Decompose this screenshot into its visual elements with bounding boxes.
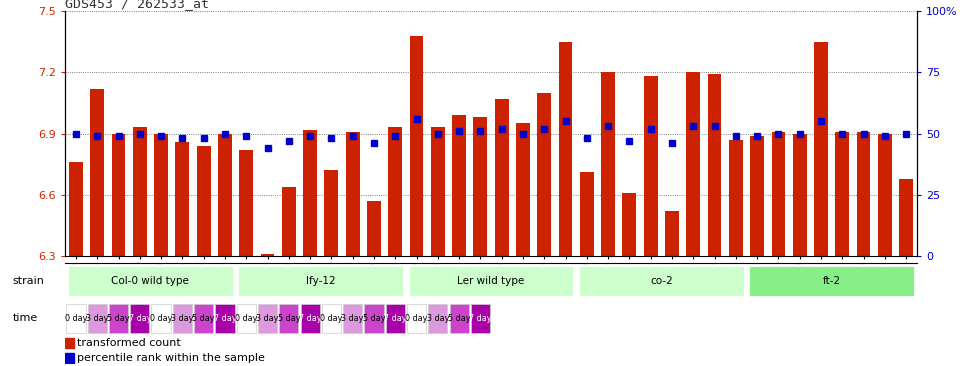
Bar: [622, 193, 636, 256]
Bar: [408, 265, 574, 296]
Bar: [67, 265, 234, 296]
Text: 5 day: 5 day: [108, 314, 130, 323]
Bar: [303, 130, 317, 256]
Bar: [239, 150, 253, 256]
Bar: [324, 170, 338, 256]
Bar: [279, 304, 299, 333]
Bar: [197, 146, 210, 256]
Bar: [601, 72, 615, 256]
Bar: [131, 304, 150, 333]
Bar: [580, 172, 593, 256]
Text: lfy-12: lfy-12: [306, 276, 336, 286]
Bar: [835, 131, 850, 256]
Bar: [258, 304, 277, 333]
Bar: [449, 304, 468, 333]
Text: 0 day: 0 day: [235, 314, 257, 323]
Bar: [176, 142, 189, 256]
Bar: [708, 74, 722, 256]
Text: 3 day: 3 day: [426, 314, 449, 323]
Bar: [644, 76, 658, 256]
Text: 0 day: 0 day: [405, 314, 428, 323]
Text: 5 day: 5 day: [192, 314, 215, 323]
Bar: [111, 134, 126, 256]
Text: 7 day: 7 day: [214, 314, 236, 323]
Bar: [856, 131, 871, 256]
Text: 3 day: 3 day: [171, 314, 194, 323]
Bar: [237, 304, 255, 333]
Bar: [559, 42, 572, 256]
Bar: [772, 131, 785, 256]
Text: percentile rank within the sample: percentile rank within the sample: [77, 353, 265, 363]
Bar: [900, 179, 913, 256]
Text: 3 day: 3 day: [256, 314, 278, 323]
Bar: [346, 131, 360, 256]
Bar: [538, 93, 551, 256]
Text: 7 day: 7 day: [129, 314, 151, 323]
Bar: [729, 140, 743, 256]
Bar: [132, 127, 147, 256]
Bar: [66, 304, 85, 333]
Text: GDS453 / 262533_at: GDS453 / 262533_at: [65, 0, 209, 10]
Bar: [65, 353, 74, 363]
Bar: [282, 187, 296, 256]
Bar: [218, 134, 232, 256]
Bar: [152, 304, 171, 333]
Bar: [108, 304, 128, 333]
Bar: [173, 304, 192, 333]
Text: 7 day: 7 day: [299, 314, 322, 323]
Bar: [452, 115, 466, 256]
Text: 0 day: 0 day: [321, 314, 343, 323]
Bar: [90, 89, 104, 256]
Bar: [155, 134, 168, 256]
Bar: [407, 304, 426, 333]
Bar: [686, 72, 700, 256]
Text: transformed count: transformed count: [77, 338, 180, 348]
Bar: [65, 338, 74, 348]
Bar: [365, 304, 384, 333]
Bar: [215, 304, 234, 333]
Bar: [473, 117, 488, 256]
Bar: [494, 99, 509, 256]
Text: 3 day: 3 day: [342, 314, 364, 323]
Bar: [516, 123, 530, 256]
Bar: [260, 254, 275, 256]
Bar: [878, 134, 892, 256]
Bar: [69, 162, 83, 256]
Text: 7 day: 7 day: [469, 314, 492, 323]
Bar: [578, 265, 745, 296]
Bar: [410, 36, 423, 256]
Bar: [322, 304, 341, 333]
Text: Ler wild type: Ler wild type: [457, 276, 525, 286]
Text: 0 day: 0 day: [150, 314, 172, 323]
Text: strain: strain: [12, 276, 44, 286]
Text: 5 day: 5 day: [448, 314, 470, 323]
Bar: [87, 304, 107, 333]
Text: 3 day: 3 day: [86, 314, 108, 323]
Bar: [194, 304, 213, 333]
Text: 7 day: 7 day: [384, 314, 406, 323]
Text: co-2: co-2: [650, 276, 673, 286]
Bar: [665, 211, 679, 256]
Text: ft-2: ft-2: [823, 276, 841, 286]
Bar: [814, 42, 828, 256]
Text: 5 day: 5 day: [277, 314, 300, 323]
Bar: [386, 304, 405, 333]
Text: time: time: [12, 313, 37, 324]
Bar: [237, 265, 404, 296]
Bar: [431, 127, 444, 256]
Bar: [750, 136, 764, 256]
Bar: [428, 304, 447, 333]
Bar: [470, 304, 490, 333]
Text: 0 day: 0 day: [64, 314, 87, 323]
Text: 5 day: 5 day: [363, 314, 385, 323]
Bar: [748, 265, 915, 296]
Bar: [793, 134, 806, 256]
Bar: [389, 127, 402, 256]
Bar: [343, 304, 362, 333]
Bar: [367, 201, 381, 256]
Text: Col-0 wild type: Col-0 wild type: [111, 276, 189, 286]
Bar: [300, 304, 320, 333]
